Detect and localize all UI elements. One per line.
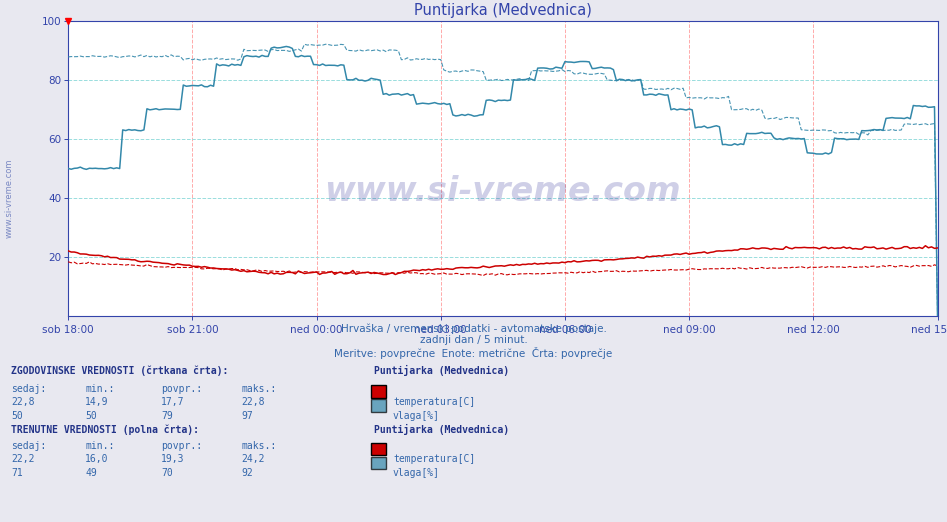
- Text: 92: 92: [241, 468, 253, 478]
- Text: 71: 71: [11, 468, 23, 478]
- Text: 22,8: 22,8: [241, 397, 265, 407]
- Text: 70: 70: [161, 468, 172, 478]
- Text: min.:: min.:: [85, 441, 115, 451]
- Text: 50: 50: [85, 411, 97, 421]
- Text: 22,8: 22,8: [11, 397, 35, 407]
- Title: Puntijarka (Medvednica): Puntijarka (Medvednica): [414, 3, 592, 18]
- Text: 19,3: 19,3: [161, 454, 185, 464]
- Text: ZGODOVINSKE VREDNOSTI (črtkana črta):: ZGODOVINSKE VREDNOSTI (črtkana črta):: [11, 365, 229, 376]
- Text: 50: 50: [11, 411, 23, 421]
- Text: Puntijarka (Medvednica): Puntijarka (Medvednica): [374, 365, 509, 376]
- Text: povpr.:: povpr.:: [161, 441, 202, 451]
- Text: 22,2: 22,2: [11, 454, 35, 464]
- Text: 17,7: 17,7: [161, 397, 185, 407]
- Text: temperatura[C]: temperatura[C]: [393, 397, 475, 407]
- Text: TRENUTNE VREDNOSTI (polna črta):: TRENUTNE VREDNOSTI (polna črta):: [11, 424, 200, 435]
- Text: sedaj:: sedaj:: [11, 384, 46, 394]
- Text: www.si-vreme.com: www.si-vreme.com: [325, 175, 681, 208]
- Text: vlaga[%]: vlaga[%]: [393, 468, 440, 478]
- Text: 49: 49: [85, 468, 97, 478]
- Text: povpr.:: povpr.:: [161, 384, 202, 394]
- Text: zadnji dan / 5 minut.: zadnji dan / 5 minut.: [420, 335, 527, 345]
- Text: vlaga[%]: vlaga[%]: [393, 411, 440, 421]
- Text: min.:: min.:: [85, 384, 115, 394]
- Text: 97: 97: [241, 411, 253, 421]
- Text: temperatura[C]: temperatura[C]: [393, 454, 475, 464]
- Text: maks.:: maks.:: [241, 441, 277, 451]
- Text: 14,9: 14,9: [85, 397, 109, 407]
- Text: 24,2: 24,2: [241, 454, 265, 464]
- Text: www.si-vreme.com: www.si-vreme.com: [5, 159, 14, 238]
- Text: 79: 79: [161, 411, 172, 421]
- Text: Hrvaška / vremenski podatki - avtomatske postaje.: Hrvaška / vremenski podatki - avtomatske…: [341, 324, 606, 334]
- Text: Meritve: povprečne  Enote: metrične  Črta: povprečje: Meritve: povprečne Enote: metrične Črta:…: [334, 347, 613, 359]
- Text: maks.:: maks.:: [241, 384, 277, 394]
- Text: Puntijarka (Medvednica): Puntijarka (Medvednica): [374, 424, 509, 435]
- Text: sedaj:: sedaj:: [11, 441, 46, 451]
- Text: 16,0: 16,0: [85, 454, 109, 464]
